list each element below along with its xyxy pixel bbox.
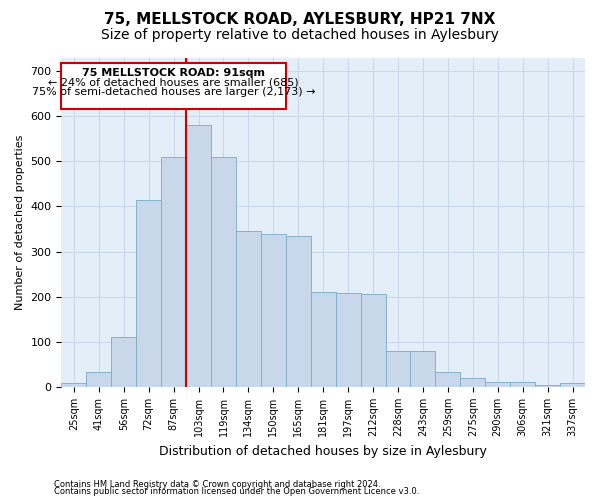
Y-axis label: Number of detached properties: Number of detached properties xyxy=(15,134,25,310)
Bar xyxy=(86,372,111,387)
Bar xyxy=(311,292,335,387)
Bar xyxy=(361,294,386,387)
Bar xyxy=(161,157,186,387)
Text: Contains HM Land Registry data © Crown copyright and database right 2024.: Contains HM Land Registry data © Crown c… xyxy=(54,480,380,489)
Bar xyxy=(335,293,361,387)
Bar xyxy=(61,384,86,387)
Bar xyxy=(460,378,485,387)
Bar xyxy=(510,382,535,387)
Bar xyxy=(535,385,560,387)
Bar xyxy=(410,351,436,387)
Bar xyxy=(186,125,211,387)
Bar xyxy=(286,236,311,387)
Bar xyxy=(261,234,286,387)
Text: 75 MELLSTOCK ROAD: 91sqm: 75 MELLSTOCK ROAD: 91sqm xyxy=(82,68,265,78)
FancyBboxPatch shape xyxy=(61,63,286,110)
Bar xyxy=(211,157,236,387)
X-axis label: Distribution of detached houses by size in Aylesbury: Distribution of detached houses by size … xyxy=(159,444,487,458)
Text: ← 24% of detached houses are smaller (685): ← 24% of detached houses are smaller (68… xyxy=(48,78,299,88)
Bar xyxy=(485,382,510,387)
Bar xyxy=(436,372,460,387)
Bar xyxy=(136,200,161,387)
Text: Contains public sector information licensed under the Open Government Licence v3: Contains public sector information licen… xyxy=(54,487,419,496)
Bar xyxy=(236,231,261,387)
Bar xyxy=(111,338,136,387)
Text: Size of property relative to detached houses in Aylesbury: Size of property relative to detached ho… xyxy=(101,28,499,42)
Bar xyxy=(560,384,585,387)
Bar xyxy=(386,351,410,387)
Text: 75, MELLSTOCK ROAD, AYLESBURY, HP21 7NX: 75, MELLSTOCK ROAD, AYLESBURY, HP21 7NX xyxy=(104,12,496,28)
Text: 75% of semi-detached houses are larger (2,173) →: 75% of semi-detached houses are larger (… xyxy=(32,87,316,97)
